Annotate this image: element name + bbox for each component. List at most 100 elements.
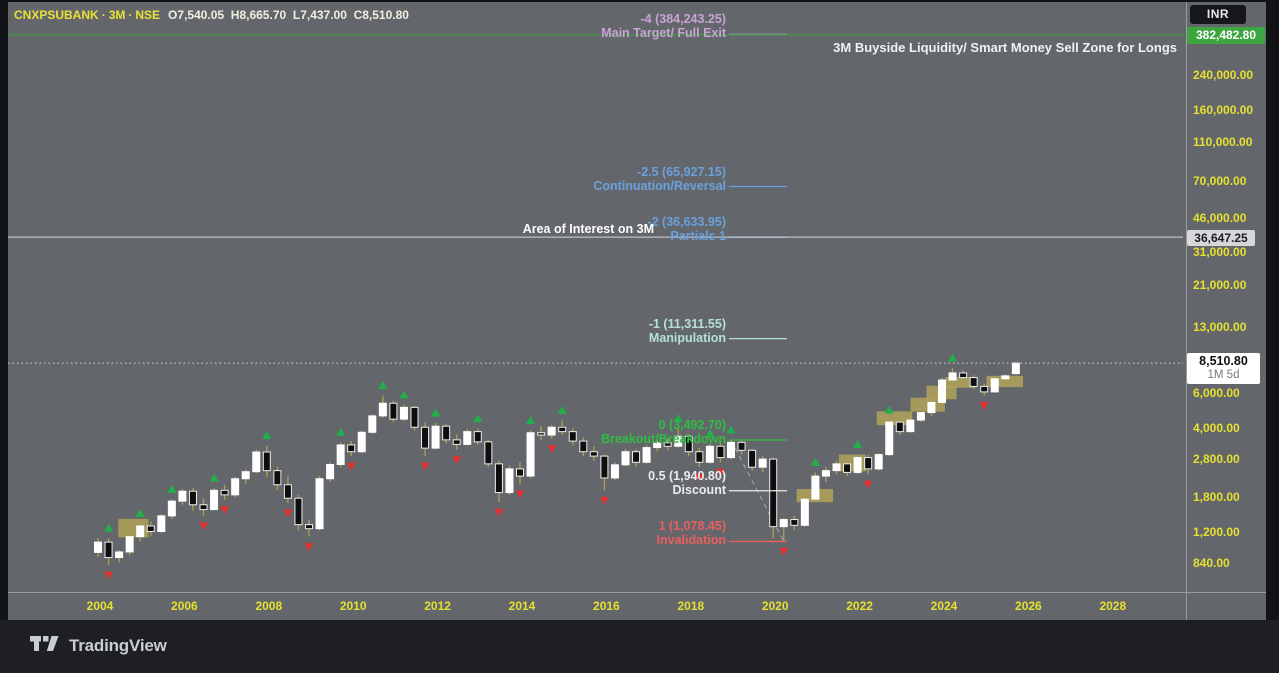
fib-level-label[interactable]: 0 (3,492.70) Breakout/Breakdown [601, 418, 726, 446]
fib-level-value: 1 (1,078.45) [658, 519, 726, 534]
swing-low-marker [863, 480, 873, 489]
price-tick-label: 110,000.00 [1193, 135, 1253, 150]
fib-level-label[interactable]: 0.5 (1,940.80) Discount [648, 469, 726, 497]
candle-body [94, 541, 102, 553]
bar-countdown: 1M 5d [1207, 369, 1240, 381]
candle-body [948, 372, 957, 381]
candle-body [716, 445, 725, 459]
swing-high-marker [336, 427, 346, 436]
fib-level-name: Main Target/ Full Exit [601, 26, 726, 41]
chart-pane[interactable] [8, 2, 1266, 620]
candle-body [399, 406, 408, 420]
swing-low-marker [515, 490, 525, 499]
price-tick-label: 240,000.00 [1193, 68, 1254, 82]
candle-body [621, 451, 630, 466]
candle-body [357, 431, 366, 453]
swing-high-marker [948, 353, 958, 362]
candle-body [389, 402, 398, 420]
currency-badge[interactable]: INR [1190, 5, 1246, 24]
price-tick-label: 6,000.00 [1193, 386, 1240, 401]
legend-separator: · [101, 8, 106, 22]
swing-high-marker [135, 508, 145, 517]
candle-body [262, 451, 271, 472]
close-value: 8,510.80 [362, 8, 409, 22]
candle-body [167, 500, 176, 517]
candle-body [589, 451, 598, 457]
last-price-value: 8,510.80 [1199, 354, 1248, 368]
candle-body [336, 444, 345, 466]
fib-level-name: Discount [672, 482, 726, 497]
ohlc-values: O7,540.05 H8,665.70 L7,437.00 C8,510.80 [168, 8, 409, 22]
fib-level-name: Manipulation [648, 330, 726, 345]
swing-high-marker [104, 523, 114, 532]
open-value: 7,540.05 [177, 8, 225, 22]
candle-body [410, 406, 419, 428]
swing-high-marker [526, 416, 536, 425]
year-tick-label: 2028 [1099, 599, 1127, 613]
symbol-legend[interactable]: CNXPSUBANK · 3M · NSE O7,540.05 H8,665.70 L7,… [14, 8, 409, 22]
candle-body [326, 464, 335, 480]
tradingview-logo[interactable]: TradingView [30, 636, 167, 656]
candle-body [378, 402, 387, 417]
candle-body [832, 463, 841, 472]
year-tick-label: 2016 [593, 599, 620, 613]
swing-low-marker [599, 496, 609, 505]
candle-body [1001, 375, 1010, 380]
year-tick-label: 2018 [677, 599, 705, 613]
area-of-interest-annotation[interactable]: Area of Interest on 3M [522, 222, 654, 236]
fib-level-label[interactable]: -4 (384,243.25) Main Target/ Full Exit [601, 12, 726, 40]
year-tick-label: 2008 [255, 599, 283, 613]
candle-body [220, 489, 229, 496]
fib-level-value: -2 (36,633.95) [647, 215, 726, 230]
fib-level-name: Invalidation [656, 533, 726, 548]
fib-level-value: -2.5 (65,927.15) [637, 164, 726, 179]
year-tick-label: 2020 [761, 599, 789, 613]
fib-level-label[interactable]: -2 (36,633.95) Partials 1 [647, 215, 726, 243]
candle-body [305, 524, 313, 530]
candle-body [273, 470, 282, 486]
imbalance-zone [838, 454, 866, 472]
candle-body [790, 519, 799, 526]
candle-body [431, 425, 440, 449]
candle-body [558, 426, 567, 433]
swing-high-marker [431, 408, 441, 417]
swing-high-marker [726, 425, 736, 434]
candle-body [125, 536, 134, 553]
year-tick-label: 2022 [846, 599, 873, 613]
fib-level-label[interactable]: -1 (11,311.55) Manipulation [649, 317, 726, 345]
candle-body [252, 451, 261, 473]
price-tick-label: 46,000.00 [1193, 210, 1247, 225]
swing-low-marker [547, 445, 557, 454]
time-axis-separator [8, 592, 1266, 593]
candle-body [906, 419, 915, 433]
candle-body [526, 432, 535, 477]
price-tick-label: 840.00 [1193, 556, 1230, 570]
candle-body [136, 525, 145, 538]
imbalance-zone [945, 377, 976, 388]
candle-body [800, 498, 809, 526]
candle-body [642, 447, 651, 463]
symbol-name[interactable]: CNXPSUBANK [14, 8, 99, 22]
swing-low-marker [494, 508, 504, 517]
candle-body [885, 421, 894, 456]
interval-label[interactable]: 3M [108, 8, 126, 22]
candle-body [368, 415, 377, 433]
candle-body [315, 478, 324, 530]
candle-body [705, 445, 714, 463]
candle-body [494, 463, 503, 494]
candle-body [516, 468, 524, 477]
candle-body [843, 463, 852, 473]
price-tick-label: 4,000.00 [1193, 421, 1240, 436]
price-tick-label: 2,800.00 [1193, 452, 1240, 467]
fib-level-label[interactable]: 1 (1,078.45) Invalidation [657, 519, 726, 547]
buyside-liquidity-annotation[interactable]: 3M Buyside Liquidity/ Smart Money Sell Z… [833, 40, 1177, 55]
swing-low-marker [779, 547, 789, 556]
candle-body [463, 431, 472, 445]
fib-level-value: -4 (384,243.25) [640, 12, 726, 27]
swing-high-marker [557, 405, 567, 414]
fib-level-value: -1 (11,311.55) [648, 316, 726, 331]
fib-level-name: Partials 1 [670, 229, 726, 244]
low-label: L [292, 8, 301, 22]
fib-level-label[interactable]: -2.5 (65,927.15) Continuation/Reversal [593, 165, 726, 193]
